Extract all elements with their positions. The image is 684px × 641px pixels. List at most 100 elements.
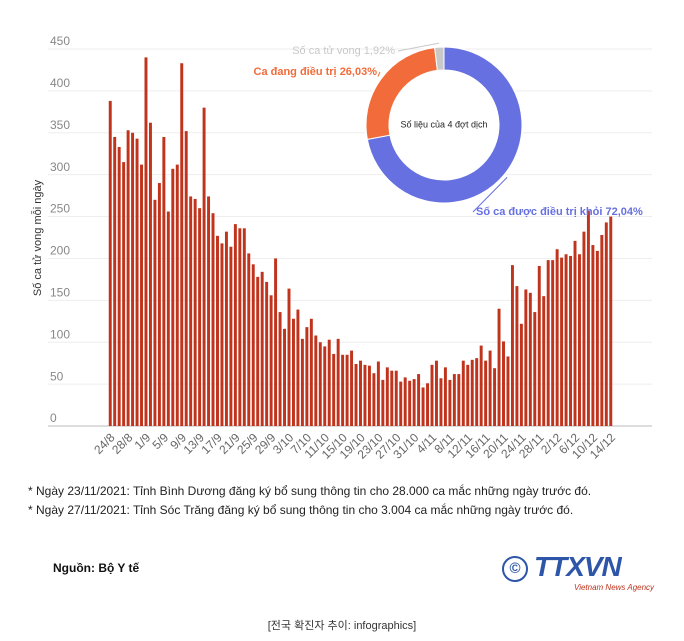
note: * Ngày 27/11/2021: Tỉnh Sóc Trăng đăng k… — [28, 503, 574, 517]
bar — [207, 196, 211, 426]
bar — [126, 130, 130, 426]
donut-label-value: 1,92% — [364, 45, 395, 57]
bar — [332, 353, 336, 426]
donut-slice — [366, 46, 523, 204]
bar — [479, 345, 483, 426]
bar — [560, 257, 564, 426]
y-tick-label: 0 — [50, 411, 57, 425]
y-tick-label: 350 — [50, 118, 70, 132]
bar — [578, 254, 581, 426]
donut-label-name: Số ca tử vong — [292, 45, 361, 57]
bar — [224, 231, 228, 426]
donut-label: Ca đang điều trị 26,03% — [254, 66, 378, 78]
bar — [399, 381, 403, 426]
bar — [385, 367, 389, 426]
bar — [166, 211, 170, 426]
leader-line — [472, 177, 508, 213]
logo-name: TTXVN — [534, 551, 622, 582]
y-axis-label: Số ca tử vong mỗi ngày — [31, 179, 44, 296]
bar — [300, 338, 304, 426]
donut-label-value: 26,03% — [340, 66, 378, 78]
bar — [162, 136, 166, 426]
bar — [314, 335, 318, 426]
bar — [542, 296, 546, 426]
bar — [448, 379, 452, 426]
bar — [510, 265, 514, 426]
bar — [153, 199, 157, 426]
bar — [171, 168, 175, 426]
bar — [484, 360, 488, 426]
caption: [전국 확진자 추이: infographics] — [267, 620, 417, 632]
bar — [502, 341, 505, 426]
bar — [144, 57, 148, 426]
bar — [586, 210, 590, 426]
bar — [595, 250, 599, 426]
bar — [309, 318, 313, 426]
bar — [327, 339, 331, 426]
bar — [233, 224, 237, 426]
bar — [546, 260, 550, 426]
bar — [345, 354, 349, 426]
bar — [305, 327, 309, 426]
bar — [184, 131, 188, 426]
bar — [318, 342, 322, 426]
bar — [180, 63, 184, 427]
leader-line — [397, 42, 440, 52]
bar — [193, 198, 197, 426]
bar — [122, 162, 126, 426]
bar — [537, 265, 541, 426]
bar — [408, 380, 412, 426]
bar — [390, 370, 394, 426]
bar — [493, 368, 497, 426]
donut-label: Số ca được điều trị khỏi 72,04% — [476, 206, 643, 218]
bar — [296, 309, 300, 426]
bar — [274, 258, 278, 426]
logo-subtitle: Vietnam News Agency — [574, 583, 655, 592]
y-tick-label: 450 — [50, 34, 70, 48]
bar — [256, 276, 260, 426]
bar — [604, 222, 608, 426]
donut-slice — [434, 46, 445, 71]
bar — [515, 286, 519, 426]
bar — [367, 365, 371, 426]
bar — [260, 271, 264, 426]
bar — [350, 350, 354, 426]
bar — [488, 350, 492, 426]
bar — [569, 255, 573, 426]
bar — [452, 374, 456, 426]
bar — [600, 234, 604, 426]
bar — [229, 246, 233, 426]
bar — [269, 295, 273, 426]
bar — [198, 208, 202, 426]
bar — [609, 216, 613, 426]
leader-line — [377, 71, 381, 77]
bar — [131, 132, 135, 426]
bar — [475, 358, 479, 426]
bar — [220, 243, 224, 426]
bar — [242, 228, 246, 426]
bar — [238, 228, 242, 426]
bar — [430, 364, 434, 426]
bar — [461, 360, 465, 426]
bar — [506, 356, 510, 426]
bar — [202, 107, 206, 427]
bar — [341, 354, 345, 426]
y-tick-label: 200 — [50, 244, 70, 258]
bar — [189, 196, 193, 426]
bar — [519, 323, 523, 426]
bar — [265, 281, 269, 426]
bar — [323, 346, 327, 426]
bar — [439, 378, 443, 426]
bar — [376, 361, 380, 426]
bar — [359, 360, 362, 426]
bar — [412, 379, 416, 426]
bar — [524, 289, 528, 426]
bar — [211, 213, 215, 426]
y-tick-label: 100 — [50, 327, 70, 341]
bar — [555, 249, 559, 426]
donut-center-label: Số liệu của 4 đợt dịch — [401, 119, 488, 129]
bar — [287, 288, 291, 426]
bar — [354, 364, 358, 426]
bar — [148, 122, 152, 427]
bar — [175, 164, 179, 426]
